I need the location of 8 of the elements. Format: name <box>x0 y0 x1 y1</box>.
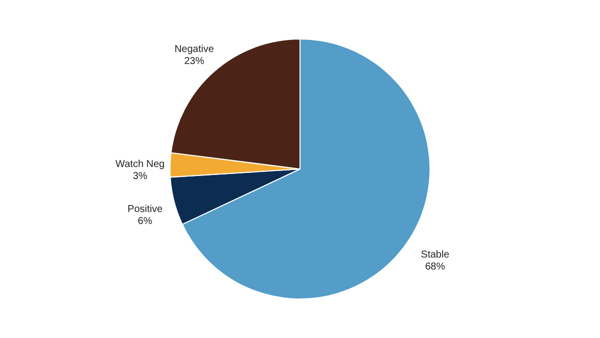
data-label: 23% <box>184 56 204 67</box>
slice-label: Stable <box>420 250 450 261</box>
data-label: 6% <box>138 216 152 227</box>
slice-label: Positive <box>128 204 163 215</box>
data-label: 68% <box>425 262 446 273</box>
data-label: 3% <box>132 170 148 182</box>
slice-label: Negative <box>174 44 214 55</box>
slice-label: Watch Neg <box>116 158 165 170</box>
